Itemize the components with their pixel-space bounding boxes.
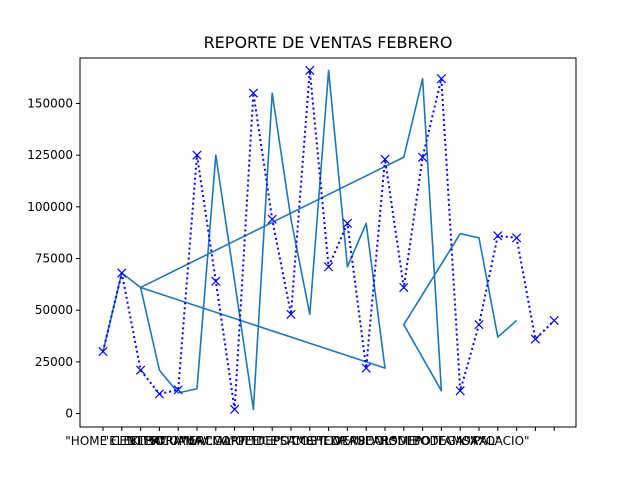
data-point-marker	[286, 309, 296, 319]
data-point-marker	[399, 282, 409, 293]
data-point-marker	[211, 276, 221, 286]
x-tick-label: "WALMART"	[180, 434, 252, 448]
x-tick-label: "ELEKTRA"	[103, 434, 167, 448]
x-tick-label: "OXXO"	[455, 434, 501, 448]
y-axis: 0 25000 50000 75000 100000 125000 150000	[27, 96, 80, 421]
x-tick-label: "CHEDRAUI"	[300, 434, 374, 448]
data-point-marker	[361, 363, 371, 373]
data-point-marker	[117, 268, 127, 278]
data-point-marker	[380, 154, 390, 164]
x-tick-label: "OFFICE"	[229, 434, 284, 448]
plot-area	[79, 57, 577, 428]
x-tick-label: "COMERCIAL"	[155, 434, 237, 448]
data-point-marker	[436, 74, 447, 84]
data-point-marker	[173, 385, 183, 395]
data-point-marker	[549, 315, 559, 326]
data-point-marker	[229, 404, 240, 415]
data-point-marker	[417, 152, 428, 162]
x-tick-labels: "HOME CENTER" "ELEKTRA" "ELEKTRA" "SORIANA"…	[0, 434, 640, 454]
x-tick-label: "COPPEL"	[207, 434, 265, 448]
x-tick-label: "HOME"	[373, 434, 422, 448]
y-tick-label: 150000	[27, 96, 73, 110]
data-point-marker	[248, 88, 259, 98]
data-point-marker	[192, 150, 202, 160]
x-tick-label: "SEARS"	[352, 434, 403, 448]
data-point-marker	[98, 346, 108, 357]
x-tick-label: "FAMSA"	[432, 434, 484, 448]
y-tick-label: 0	[65, 407, 73, 421]
y-tick-label: 25000	[35, 355, 73, 369]
y-tick-label: 100000	[27, 200, 73, 214]
data-point-marker	[267, 214, 277, 224]
x-tick-label: "COSTCO"	[286, 434, 348, 448]
data-point-marker	[474, 320, 484, 330]
x-tick-label: "ELEKTRA"	[123, 434, 187, 448]
y-tick-label: 125000	[27, 148, 73, 162]
data-point-marker	[305, 65, 315, 76]
x-tick-label: "DEPOT"	[250, 434, 303, 448]
x-tick-label: "SORIANA"	[142, 434, 209, 448]
data-point-marker	[135, 365, 146, 375]
x-tick-label: "PALACIO"	[467, 434, 530, 448]
series-layer	[98, 65, 559, 415]
data-point-marker	[323, 262, 334, 272]
data-point-marker	[493, 231, 503, 241]
y-tick-label: 75000	[35, 252, 73, 266]
x-axis	[102, 427, 555, 431]
data-point-marker	[530, 334, 541, 344]
x-tick-label: "SAMS"	[274, 434, 320, 448]
data-point-marker	[511, 233, 522, 243]
y-tick-label: 50000	[35, 303, 73, 317]
series-line-1	[102, 69, 518, 411]
x-tick-label: "HOME CENTER"	[65, 434, 165, 448]
data-point-marker	[455, 386, 465, 396]
data-point-marker	[342, 218, 353, 229]
x-tick-label: "DEPOT"	[391, 434, 444, 448]
chart-title: REPORTE DE VENTAS FEBRERO	[203, 33, 453, 52]
x-tick-label: "LIVERPOOL"	[318, 434, 397, 448]
data-point-marker	[154, 389, 165, 399]
x-tick-label: "BODEGA"	[406, 434, 470, 448]
